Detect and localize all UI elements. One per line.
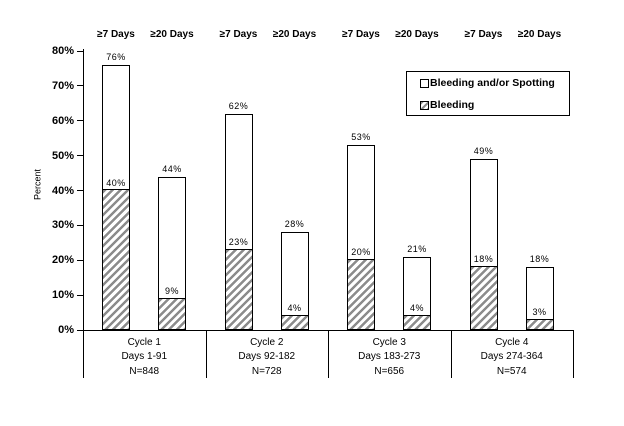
y-tick-label: 60% (51, 114, 74, 127)
cycle-days: Days 92-182 (238, 351, 296, 362)
bar-bleeding-label: 20% (351, 247, 371, 258)
group-divider (573, 330, 574, 378)
cycle-days: Days 183-273 (358, 351, 421, 362)
cycle-name: Cycle 2 (250, 337, 284, 348)
legend-swatch-hatched-square (420, 100, 429, 110)
cycle-n: N=574 (496, 366, 527, 377)
bar-header-label: ≥7 Days (97, 29, 135, 40)
legend-item-bleeding-or-spotting: Bleeding and/or Spotting (420, 77, 555, 89)
bar-header-label: ≥20 Days (272, 29, 317, 40)
bar-cycle-3-20-days (403, 256, 431, 330)
bar-cycle-4-20-days (525, 267, 554, 330)
group-divider (328, 330, 329, 378)
bar-bleeding-label: 4% (409, 303, 424, 314)
y-tick-label: 10% (51, 289, 74, 302)
y-tick (77, 224, 83, 226)
cycle-name: Cycle 3 (372, 337, 406, 348)
y-tick (77, 259, 83, 261)
cycle-n: N=848 (129, 366, 160, 377)
bar-header-label: ≥20 Days (517, 29, 562, 40)
legend-label-bleeding: Bleeding (430, 99, 475, 111)
y-tick (77, 190, 83, 191)
cycle-n: N=656 (374, 366, 405, 377)
legend: Bleeding and/or Spotting Bleeding (406, 71, 570, 116)
bar-cycle-4-7-days (469, 159, 498, 330)
bar-cycle-1-20-days (158, 176, 186, 330)
cycle-days: Days 1-91 (121, 351, 168, 362)
bar-total-label: 44% (162, 163, 182, 174)
bar-total-label: 49% (473, 146, 494, 157)
bar-total-label: 76% (106, 51, 126, 62)
legend-swatch-open-square (420, 78, 429, 88)
bar-bleeding-label: 9% (164, 285, 179, 296)
legend-label-bleeding-or-spotting: Bleeding and/or Spotting (430, 77, 555, 89)
bar-total-label: 18% (529, 254, 550, 265)
bar-segment-bleeding (348, 259, 374, 329)
bar-cycle-2-7-days (224, 113, 253, 330)
y-tick (77, 294, 83, 296)
bar-bleeding-label: 4% (287, 303, 302, 314)
y-tick (77, 120, 83, 122)
group-divider (83, 330, 84, 378)
cycle-name: Cycle 4 (495, 337, 529, 348)
cycle-name: Cycle 1 (127, 337, 161, 348)
bar-cycle-2-20-days (280, 232, 309, 330)
bar-segment-bleeding (225, 248, 252, 329)
cycle-days: Days 274-364 (480, 351, 543, 362)
bar-total-label: 28% (284, 219, 305, 230)
y-axis-line (83, 49, 84, 330)
bar-segment-bleeding (103, 189, 129, 329)
bar-header-label: ≥20 Days (395, 29, 439, 40)
group-divider (205, 330, 207, 378)
bar-segment-bleeding (404, 315, 430, 329)
bar-header-label: ≥7 Days (464, 29, 503, 40)
y-tick-label: 50% (51, 149, 74, 162)
bar-total-label: 62% (228, 100, 249, 111)
y-tick (77, 85, 83, 87)
legend-item-bleeding: Bleeding (420, 99, 474, 111)
bar-bleeding-label: 3% (532, 306, 547, 317)
y-tick-label: 40% (51, 184, 74, 197)
y-tick (77, 155, 83, 157)
y-tick-label: 80% (51, 45, 74, 57)
bar-segment-bleeding (470, 266, 497, 329)
y-tick-label: 20% (51, 254, 74, 267)
y-axis-title: Percent (32, 168, 43, 201)
y-tick-label: 0% (58, 324, 74, 336)
bar-total-label: 53% (351, 132, 371, 143)
y-tick-label: 30% (51, 219, 74, 232)
y-tick-label: 70% (51, 79, 74, 92)
bar-segment-bleeding (526, 318, 553, 329)
bar-bleeding-label: 18% (473, 254, 494, 265)
group-divider (450, 330, 452, 378)
bar-header-label: ≥20 Days (150, 29, 194, 40)
bar-cycle-1-7-days (102, 64, 130, 330)
bar-header-label: ≥7 Days (219, 29, 258, 40)
bar-header-label: ≥7 Days (342, 29, 380, 40)
cycle-n: N=728 (251, 366, 282, 377)
bar-total-label: 21% (407, 243, 427, 254)
y-tick (77, 50, 83, 52)
bar-bleeding-label: 23% (228, 236, 249, 247)
y-tick (77, 329, 83, 331)
bar-segment-bleeding (159, 297, 185, 329)
bar-segment-bleeding (281, 315, 308, 329)
bar-bleeding-label: 40% (106, 177, 126, 188)
bar-cycle-3-7-days (347, 145, 375, 330)
